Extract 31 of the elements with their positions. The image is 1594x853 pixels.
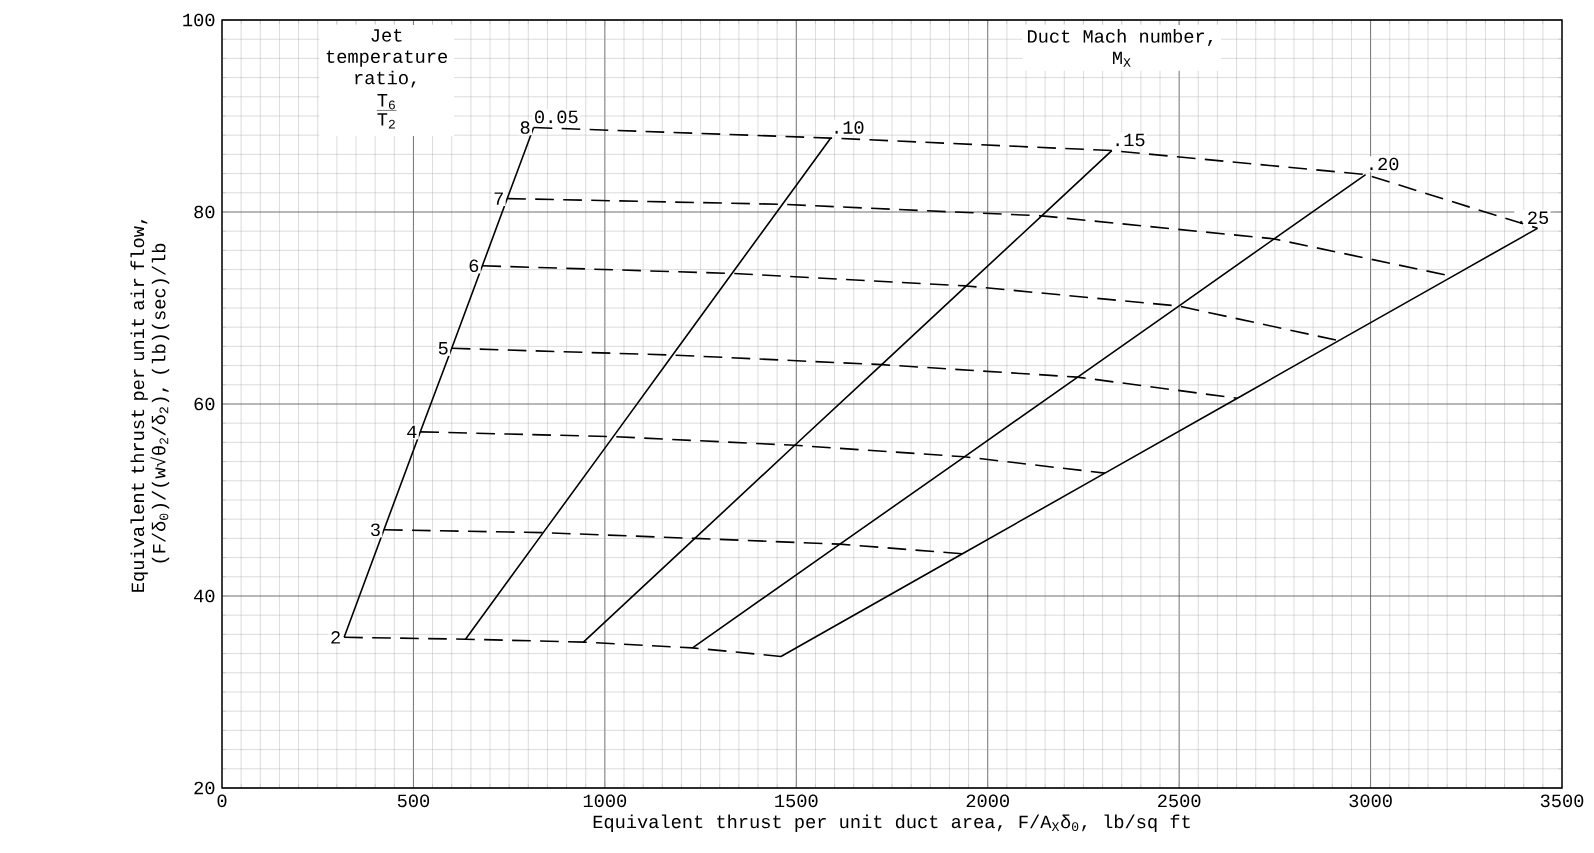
series-label: .20 xyxy=(1370,157,1399,171)
series-label: 2 xyxy=(331,631,340,644)
annotation: Jet temperature ratio, xyxy=(326,29,447,88)
x-tick-label: 3000 xyxy=(1349,794,1392,808)
x-tick-label: 1500 xyxy=(775,794,818,808)
series-label: 6 xyxy=(469,259,479,273)
x-tick-label: 3500 xyxy=(1540,794,1584,808)
y-tick-label: 60 xyxy=(194,397,215,411)
x-tick-label: 2500 xyxy=(1158,794,1201,808)
y-tick-label: 80 xyxy=(194,205,215,219)
annotation: T$_{6}$ xyxy=(377,94,395,110)
series-label: 0.05 xyxy=(535,110,578,124)
x-axis-title: Equivalent thrust per unit duct area, F/A$_{X}$δ$_{0}$, lb/sq ft xyxy=(593,814,1190,832)
series-label: 5 xyxy=(438,342,448,355)
y-tick-label: 40 xyxy=(194,589,215,603)
series-label: 7 xyxy=(494,192,503,205)
series-label: 4 xyxy=(407,425,417,438)
series-label: .10 xyxy=(835,121,864,134)
series-label: 3 xyxy=(370,523,380,537)
annotation: Duct Mach number, xyxy=(1027,29,1213,46)
annotation: M$_{X}$ xyxy=(1113,51,1131,67)
x-tick-label: 500 xyxy=(397,794,430,808)
x-tick-label: 2000 xyxy=(966,794,1009,808)
series-label: 8 xyxy=(520,121,530,134)
y-tick-label: 20 xyxy=(194,781,215,795)
series-label: .15 xyxy=(1116,133,1145,147)
series-label: .25 xyxy=(1520,211,1549,225)
x-tick-label: 0 xyxy=(217,794,227,808)
y-tick-label: 100 xyxy=(183,13,215,27)
x-tick-label: 1000 xyxy=(583,794,627,808)
annotation: T$_{2}$ xyxy=(377,113,395,129)
